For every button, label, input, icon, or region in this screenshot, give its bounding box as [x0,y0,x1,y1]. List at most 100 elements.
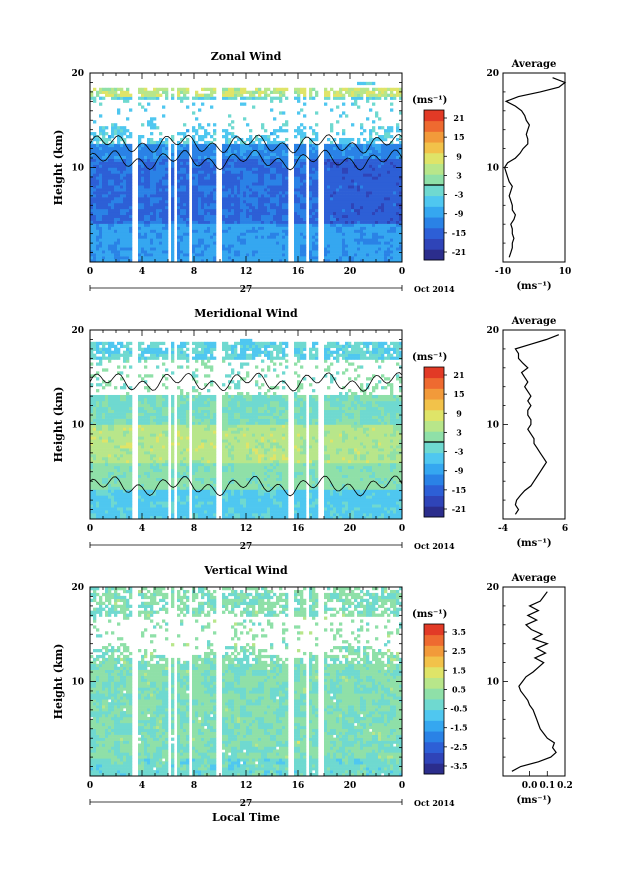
heatmap-cell [108,501,111,504]
heatmap-cell [129,135,132,138]
heatmap-cell [123,170,126,173]
heatmap-cell [309,173,312,176]
heatmap-cell [312,235,315,238]
heatmap-cell [150,250,153,253]
heatmap-cell [141,241,144,244]
heatmap-cell [102,351,105,354]
heatmap-cell [270,168,273,171]
heatmap-cell [198,182,201,185]
heatmap-cell [126,100,129,103]
heatmap-cell [117,256,120,259]
heatmap-cell [108,168,111,171]
heatmap-cell [381,218,384,221]
heatmap-cell [210,91,213,94]
heatmap-cell [345,176,348,179]
heatmap-cell [384,91,387,94]
heatmap-cell [339,250,342,253]
heatmap-cell [93,159,96,162]
heatmap-cell [240,182,243,185]
heatmap-cell [147,156,150,159]
heatmap-cell [252,144,255,147]
heatmap-cell [360,182,363,185]
heatmap-cell [303,197,306,200]
heatmap-cell [345,230,348,233]
heatmap-cell [255,209,258,212]
heatmap-cell [156,185,159,188]
heatmap-cell [336,232,339,235]
heatmap-cell [390,203,393,206]
heatmap-cell [138,244,141,247]
heatmap-cell [396,159,399,162]
heatmap-cell [294,168,297,171]
heatmap-cell [138,188,141,191]
heatmap-cell [126,244,129,247]
heatmap-cell [111,419,114,422]
heatmap-cell [294,188,297,191]
heatmap-cell [390,215,393,218]
heatmap-cell [282,235,285,238]
heatmap-cell [225,244,228,247]
heatmap-cell [225,247,228,250]
heatmap-cell [120,241,123,244]
heatmap-cell [222,227,225,230]
heatmap-cell [138,147,141,150]
heatmap-cell [111,191,114,194]
heatmap-cell [273,141,276,144]
heatmap-cell [183,170,186,173]
heatmap-cell [108,401,111,404]
heatmap-cell [240,162,243,165]
heatmap-cell [180,168,183,171]
heatmap-cell [378,247,381,250]
heatmap-cell [285,244,288,247]
heatmap-cell [114,129,117,132]
heatmap-cell [108,404,111,407]
heatmap-cell [162,141,165,144]
heatmap-cell [324,218,327,221]
heatmap-cell [315,147,318,150]
heatmap-cell [93,407,96,410]
heatmap-cell [114,224,117,227]
heatmap-cell [225,230,228,233]
heatmap-cell [141,230,144,233]
heatmap-cell [123,194,126,197]
heatmap-cell [348,165,351,168]
heatmap-cell [96,457,99,460]
heatmap-cell [261,153,264,156]
heatmap-cell [336,159,339,162]
heatmap-cell [393,153,396,156]
heatmap-cell [237,230,240,233]
heatmap-cell [138,253,141,256]
heatmap-cell [294,153,297,156]
heatmap-cell [366,256,369,259]
heatmap-cell [231,120,234,123]
heatmap-cell [111,395,114,398]
heatmap-cell [342,188,345,191]
heatmap-cell [336,247,339,250]
heatmap-cell [120,495,123,498]
heatmap-cell [366,253,369,256]
heatmap-cell [177,147,180,150]
heatmap-cell [366,179,369,182]
heatmap-cell [396,247,399,250]
heatmap-cell [108,495,111,498]
heatmap-cell [393,232,396,235]
heatmap-cell [105,395,108,398]
heatmap-cell [276,241,279,244]
heatmap-cell [159,241,162,244]
heatmap-cell [282,227,285,230]
heatmap-cell [153,241,156,244]
heatmap-cell [150,120,153,123]
heatmap-cell [99,132,102,135]
heatmap-cell [210,191,213,194]
heatmap-cell [246,232,249,235]
heatmap-cell [180,230,183,233]
heatmap-cell [285,224,288,227]
heatmap-cell [126,203,129,206]
heatmap-cell [336,156,339,159]
heatmap-cell [183,203,186,206]
heatmap-cell [126,247,129,250]
heatmap-cell [342,206,345,209]
heatmap-cell [393,173,396,176]
heatmap-cell [354,159,357,162]
heatmap-cell [240,250,243,253]
